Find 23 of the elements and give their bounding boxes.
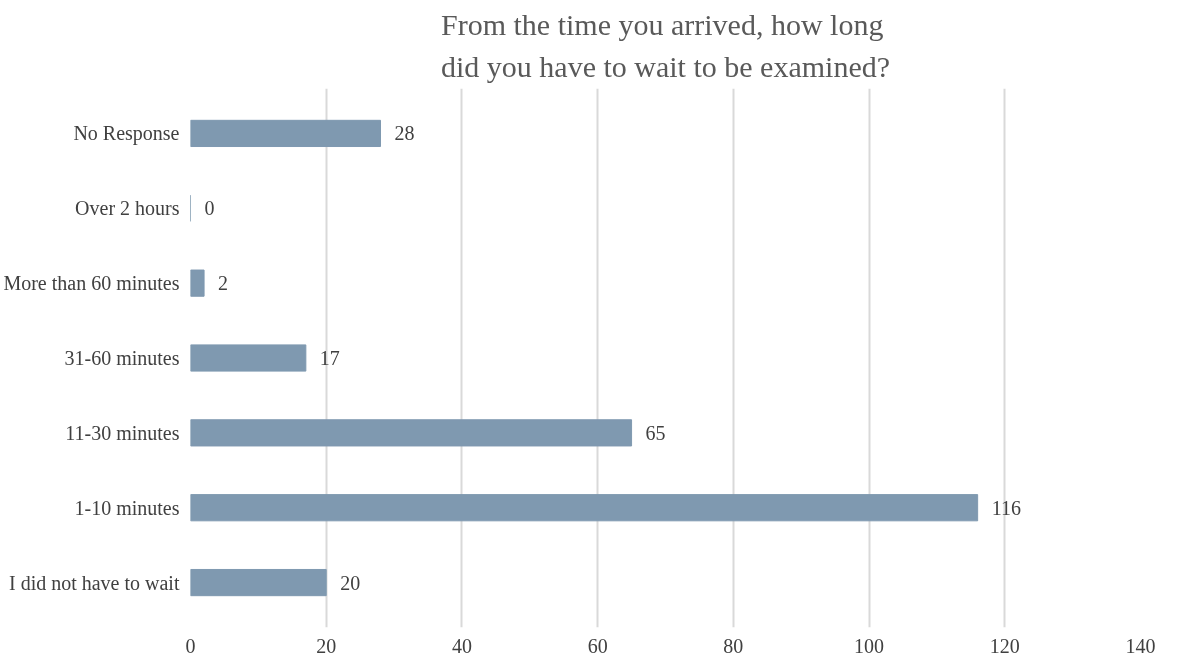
x-tick-label: 80	[723, 634, 744, 657]
x-tick-label: 0	[185, 634, 196, 657]
y-tick-label: Over 2 hours	[75, 197, 180, 220]
y-tick-label: 11-30 minutes	[65, 421, 180, 444]
data-label: 116	[991, 496, 1021, 519]
data-label: 28	[394, 122, 415, 145]
y-tick-label: More than 60 minutes	[3, 272, 180, 295]
x-tick-label: 120	[989, 634, 1020, 657]
x-tick-label: 40	[451, 634, 472, 657]
data-label: 2	[218, 272, 229, 295]
data-label: 20	[340, 571, 361, 594]
data-label: 17	[319, 347, 340, 369]
x-tick-label: 20	[316, 634, 337, 657]
chart-title: From the time you arrived, how long did you have to wait to be examined?	[440, 7, 891, 84]
y-tick-label: No Response	[73, 122, 180, 146]
x-tick-label: 140	[1125, 634, 1156, 657]
y-tick-label: 31-60 minutes	[64, 347, 180, 369]
data-label: 65	[645, 421, 666, 444]
x-tick-label: 60	[587, 634, 608, 657]
x-tick-label: 100	[854, 634, 885, 657]
y-tick-label: 1-10 minutes	[74, 496, 180, 519]
y-tick-label: I did not have to wait	[8, 571, 180, 594]
data-label: 0	[204, 197, 215, 220]
